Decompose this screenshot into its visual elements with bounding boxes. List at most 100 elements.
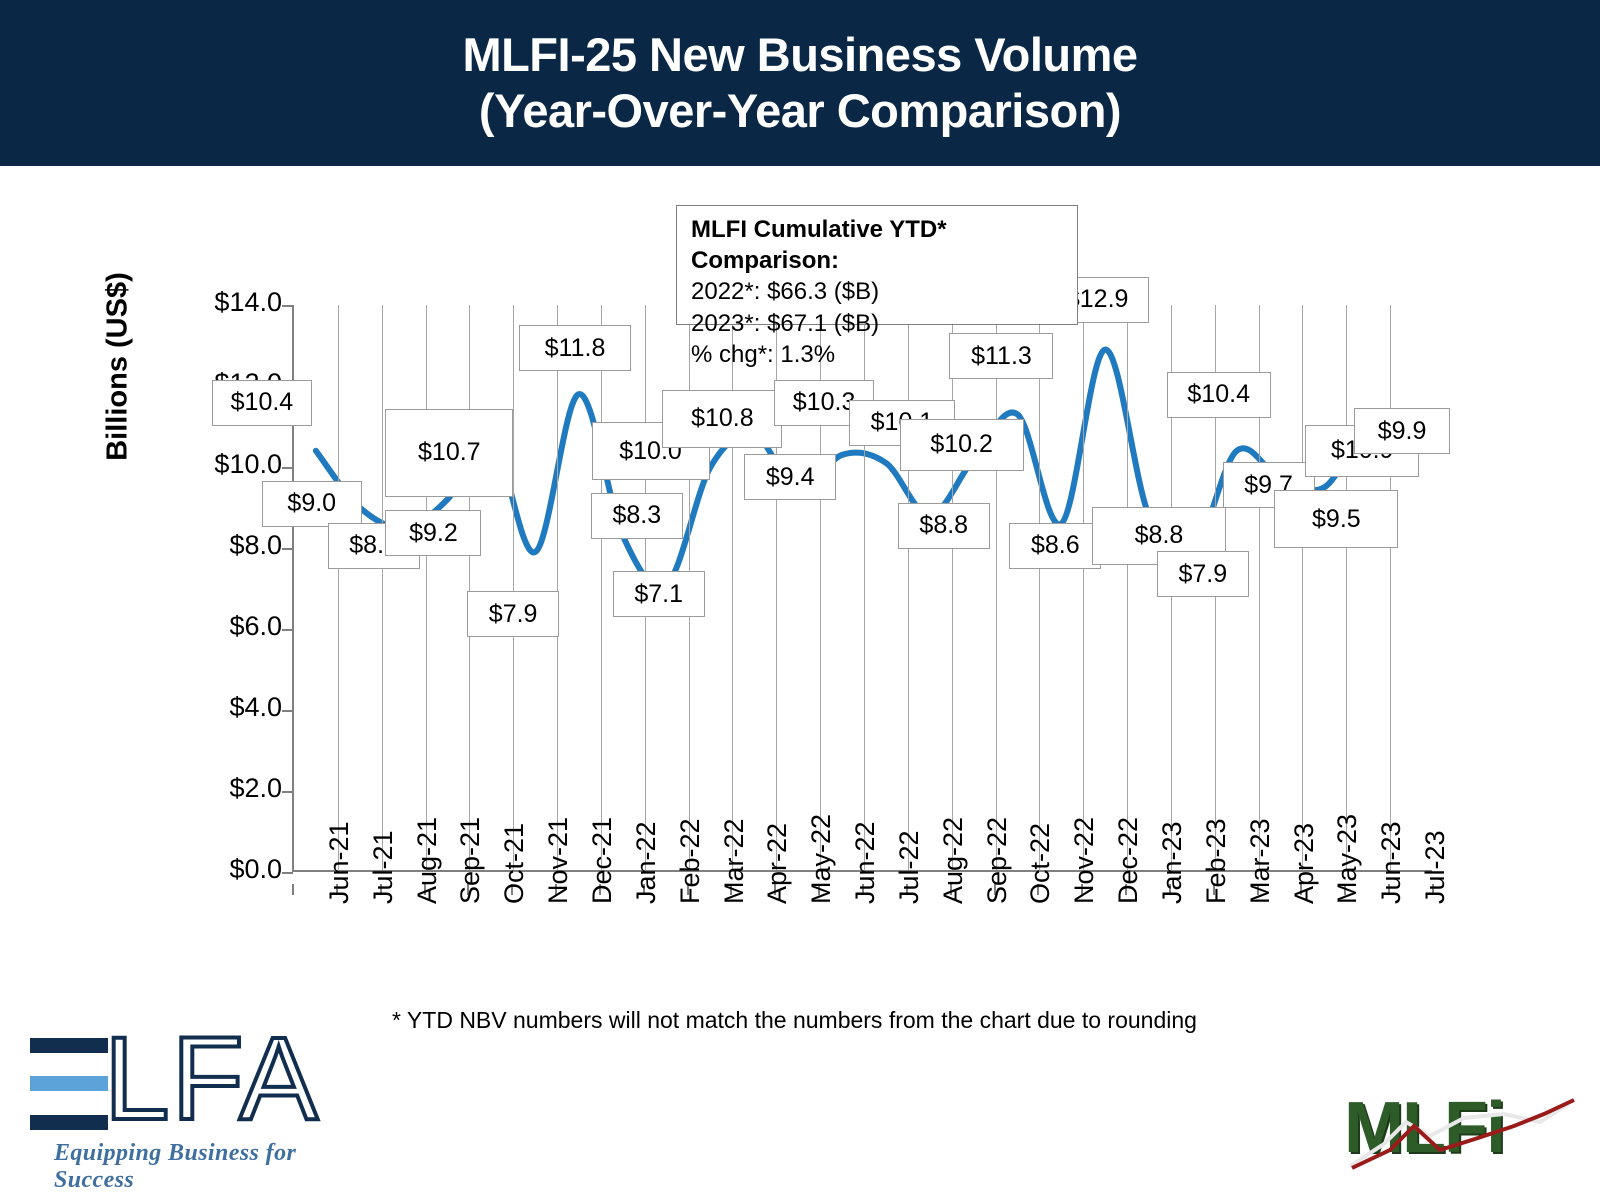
x-tick-mark [423,884,426,895]
x-tick-mark [642,884,645,895]
x-tick-label: Sep-22 [981,816,1012,904]
x-tick-label: Jan-23 [1157,821,1187,904]
vertical-gridline [820,305,822,870]
x-tick-mark [862,884,864,895]
y-tick-mark [282,548,293,550]
elfa-logo-letters: LFA [102,1013,320,1145]
vertical-gridline [995,305,997,870]
x-tick-mark [730,884,733,895]
x-tick-mark [1344,884,1347,895]
x-tick-label: May-22 [806,813,837,904]
vertical-gridline [1346,305,1348,870]
x-tick-label: Jun-23 [1376,821,1407,904]
elfa-e-bar-top [30,1038,108,1053]
vertical-gridline [381,305,383,870]
x-tick-mark [774,884,777,895]
y-tick-label: $0.0 [229,854,282,884]
data-point-label: $9.2 [385,510,482,557]
ytd-comparison-callout: MLFI Cumulative YTD* Comparison: 2022*: … [676,205,1078,368]
x-tick-label: Jul-22 [893,830,924,904]
y-tick-label: $2.0 [229,773,282,803]
data-point-label: $9.9 [1354,408,1451,455]
y-tick-label: $4.0 [229,692,282,722]
x-tick-mark [1432,884,1434,895]
vertical-gridline [600,305,602,870]
x-tick-mark [686,884,689,895]
x-tick-label: Jan-22 [630,821,661,904]
x-tick-mark [1300,884,1303,895]
x-tick-label: Sep-21 [455,816,486,904]
elfa-logo: LFA Equipping Business for Success [28,1013,338,1193]
vertical-gridline [513,305,515,870]
mlfi-logo-trendlines [1348,1098,1575,1170]
x-tick-mark [379,884,382,895]
data-point-label: $10.2 [899,418,1024,471]
elfa-e-bar-middle [30,1076,108,1091]
vertical-gridline [1127,305,1129,870]
data-point-label: $9.4 [744,454,837,501]
y-tick-label: $10.0 [214,449,282,479]
data-point-label: $7.9 [467,591,560,638]
data-point-label: $10.4 [211,379,312,426]
y-tick-label: $14.0 [214,287,282,317]
y-tick-label: $8.0 [229,530,282,560]
x-tick-label: Jun-22 [850,821,881,904]
vertical-gridline [1302,305,1304,870]
footnote: * YTD NBV numbers will not match the num… [392,1007,1197,1033]
elfa-tagline: Equipping Business for Success [54,1140,297,1193]
callout-row-pct-change: % chg*: 1.3% [691,340,836,368]
vertical-gridline [557,305,559,870]
x-tick-label: Mar-22 [718,818,749,904]
callout-row-2022: 2022*: $66.3 ($B) [691,278,880,306]
vertical-gridline [864,305,865,870]
x-tick-mark [818,884,821,895]
data-point-label: $10.4 [1166,371,1271,418]
x-tick-mark [949,884,952,895]
page-title-line-1: MLFI-25 New Business Volume [462,28,1138,82]
data-point-label: $9.5 [1274,490,1399,549]
elfa-e-glyph [30,1038,108,1130]
y-tick-mark [282,872,293,874]
data-point-label: $8.3 [590,492,683,539]
x-tick-label: Nov-22 [1069,816,1100,904]
vertical-gridline [1258,305,1260,870]
data-point-label: $10.8 [662,389,783,448]
page-title-line-2: (Year-Over-Year Comparison) [478,84,1122,137]
vertical-gridline [1083,305,1085,870]
x-tick-label: Jul-21 [367,830,398,904]
data-point-label: $7.9 [1156,551,1249,598]
vertical-gridline [907,305,909,870]
x-tick-label: Oct-21 [499,822,530,904]
vertical-gridline [1390,305,1392,870]
elfa-e-bar-bottom [30,1115,108,1130]
y-tick-mark [282,305,293,307]
vertical-gridline [1039,305,1041,870]
callout-row-2023: 2023*: $67.1 ($B) [691,309,880,337]
x-tick-label: Feb-23 [1200,818,1231,904]
data-point-label: $10.7 [385,408,514,497]
x-tick-mark [292,884,294,895]
x-tick-label: Apr-23 [1288,822,1319,904]
x-tick-label: Oct-22 [1025,822,1056,904]
x-tick-mark [335,884,338,895]
data-point-label: $7.1 [612,571,705,618]
x-axis-labels: Jun-21 Jul-21 Aug-21 Sep-21 Oct-21 Nov-21 Dec-… [292,814,1450,1004]
x-tick-label: Aug-22 [937,816,968,904]
x-tick-mark [1168,884,1171,895]
x-tick-label: Jun-21 [323,821,354,904]
x-tick-mark [1037,884,1040,895]
x-tick-mark [1212,884,1215,895]
x-tick-mark [1256,884,1259,895]
data-point-label: $11.3 [949,333,1054,380]
x-tick-label: Dec-21 [587,816,617,904]
x-tick-mark [905,884,908,895]
y-axis-title: Billions (US$) [101,272,134,461]
y-tick-mark [282,710,293,712]
x-tick-mark [511,884,514,895]
x-tick-label: Dec-22 [1113,816,1144,904]
x-tick-label: Jul-23 [1420,830,1451,904]
page-header: MLFI-25 New Business Volume (Year-Over-Y… [0,0,1600,166]
data-point-label: $8.6 [1009,522,1102,569]
y-tick-label: $6.0 [229,611,282,641]
data-point-label: $9.0 [261,480,362,527]
